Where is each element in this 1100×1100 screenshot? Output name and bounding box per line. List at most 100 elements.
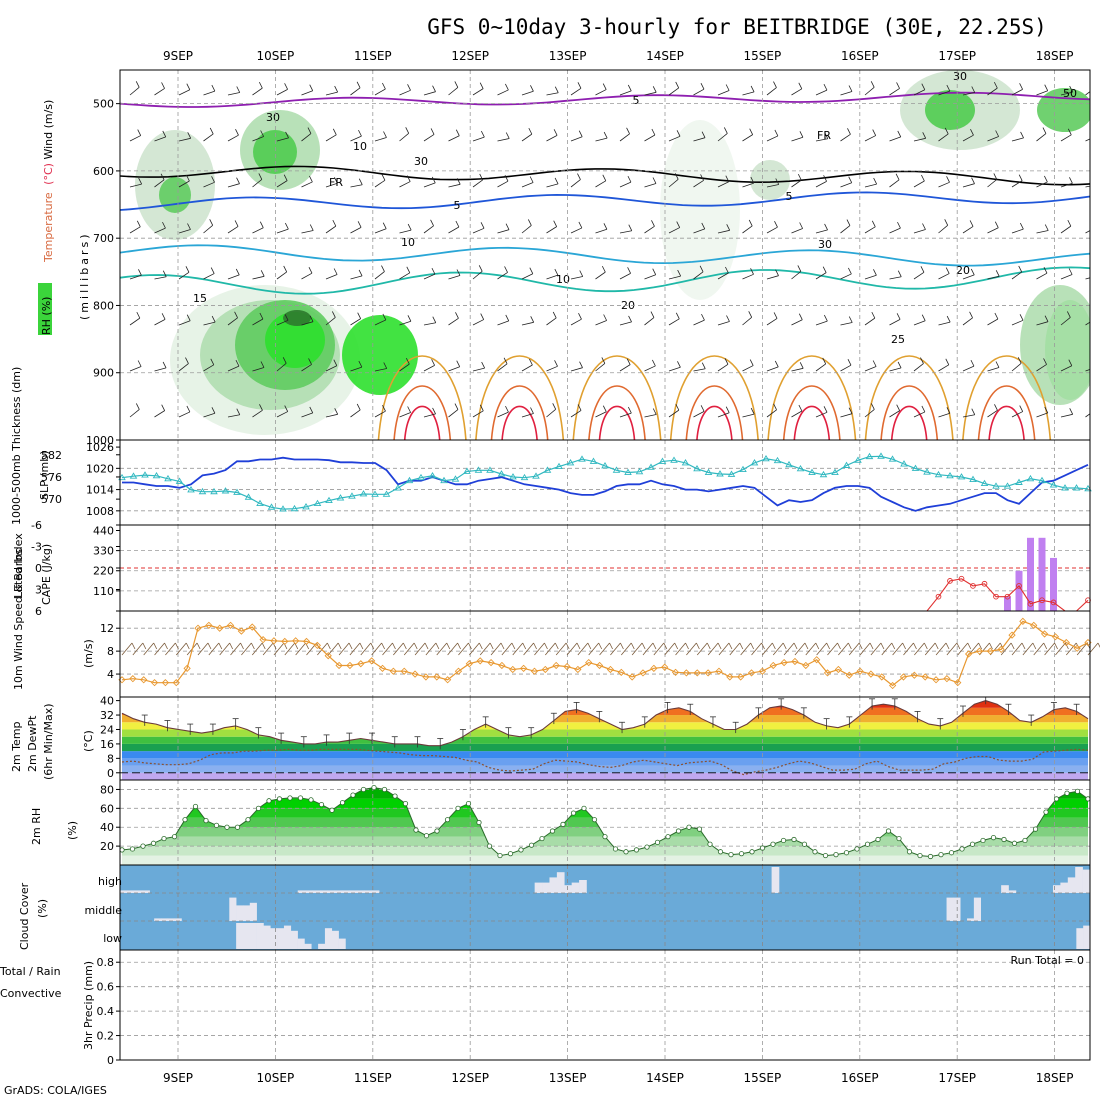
wind-barb — [350, 275, 363, 280]
rh-point — [339, 800, 346, 806]
wind-barb — [203, 273, 215, 280]
wind-barb — [619, 181, 632, 188]
tick-label: 0.6 — [97, 981, 115, 994]
rh-point — [371, 784, 377, 791]
wind-barb-flag — [1068, 268, 1073, 275]
wind-barb-flag — [505, 83, 509, 91]
rh-point — [854, 846, 860, 852]
wind-barb — [301, 364, 312, 372]
thickness-point — [888, 455, 897, 462]
wind-barb — [707, 642, 719, 656]
slp-thickness-frame — [119, 439, 1091, 526]
wind-barb-flag — [236, 177, 240, 184]
wind-barb-flag — [530, 407, 534, 414]
wind-barb-flag — [1044, 224, 1049, 231]
cloud-block — [1076, 928, 1084, 949]
wind-barb-flag — [1021, 642, 1026, 650]
wind-barb — [766, 87, 777, 96]
wind-barb — [448, 87, 459, 96]
wind-barb-flag — [348, 642, 353, 650]
wind-barb — [570, 318, 582, 326]
wind-barb — [791, 136, 804, 142]
wind-label: Wind (m/s) — [42, 100, 55, 160]
contour-label: 30 — [266, 111, 280, 124]
wind-barb-flag — [260, 130, 264, 137]
wind-barb — [840, 91, 853, 96]
wind-barb-flag — [334, 177, 338, 184]
wind-barb-flag — [896, 82, 900, 89]
thickness-point — [279, 505, 287, 512]
wind-barb-flag — [748, 311, 753, 318]
cloud-layer-label: high — [98, 875, 122, 888]
wind-barb — [479, 642, 491, 656]
wind-barb-flag — [837, 642, 841, 650]
rh-band — [122, 787, 1088, 790]
wind-barb — [913, 271, 925, 280]
tick-label: 900 — [93, 367, 114, 380]
wind-barb-flag — [530, 85, 534, 92]
precip-frame — [119, 949, 1091, 1061]
wind-barb-flag — [651, 128, 656, 136]
wind-barb-flag — [309, 315, 314, 322]
thickness-point — [1049, 481, 1058, 488]
wind-barb — [129, 226, 141, 234]
cloud-block — [154, 918, 162, 921]
rh-point — [707, 841, 713, 847]
wind-barb — [360, 642, 372, 656]
wind-barb — [693, 368, 706, 372]
wind-barb — [472, 227, 485, 234]
wind-barb-flag — [847, 359, 852, 366]
wind-barb — [512, 642, 524, 656]
rh-point — [203, 818, 209, 824]
lifted-index-point — [1016, 583, 1022, 589]
wind-barb — [252, 87, 263, 96]
rh-point — [602, 834, 608, 840]
wind-barb — [325, 134, 337, 142]
wind-barb — [458, 642, 469, 656]
tick-label: 576 — [41, 471, 62, 484]
wind-barb-flag — [258, 173, 263, 180]
wind-barb — [203, 412, 216, 418]
wind-barb-flag — [627, 175, 632, 183]
wind-barb-flag — [701, 222, 706, 230]
rh-point — [486, 843, 493, 849]
thickness-point — [716, 470, 724, 477]
rh-point — [780, 837, 787, 844]
wind-barb-flag — [944, 219, 949, 226]
run-total-annotation: Run Total = 0 — [1011, 954, 1085, 967]
thickness-point — [463, 467, 471, 474]
wind-barb — [178, 137, 191, 142]
wind-barb — [497, 363, 508, 372]
wind-barb-flag — [478, 642, 483, 650]
wind-barb-flag — [921, 83, 926, 90]
cape-bar — [1015, 570, 1023, 611]
wind-barb-flag — [641, 642, 646, 650]
wind-barb-flag — [971, 408, 976, 415]
wind-barb-flag — [259, 221, 264, 228]
thickness-point — [980, 479, 989, 487]
rh-point — [213, 822, 220, 828]
wind-barb-flag — [921, 314, 926, 321]
wind-barb-flag — [797, 173, 802, 181]
wind-barb — [227, 274, 240, 280]
wind-barb — [203, 90, 215, 96]
wind-barb-flag — [454, 403, 459, 410]
wind-barb-flag — [675, 81, 680, 89]
date-label-top: 16SEP — [841, 49, 879, 63]
wind-barb — [317, 642, 328, 656]
thickness-point — [969, 475, 977, 482]
wind-barb — [889, 136, 901, 142]
wind-barb — [619, 412, 632, 418]
wind-barb — [497, 229, 510, 234]
wind-barb — [913, 229, 926, 234]
wind-barb-flag — [823, 406, 828, 413]
wind-barb — [815, 320, 828, 326]
thickness-point — [900, 460, 908, 467]
lifted-index-point — [947, 578, 953, 584]
wind-barb-flag — [432, 407, 436, 415]
wind-barb — [815, 411, 828, 418]
wind-barb-flag — [1067, 219, 1072, 227]
wind-barb — [987, 136, 999, 142]
wind-barb — [497, 138, 510, 142]
wind-barb-flag — [627, 84, 632, 92]
